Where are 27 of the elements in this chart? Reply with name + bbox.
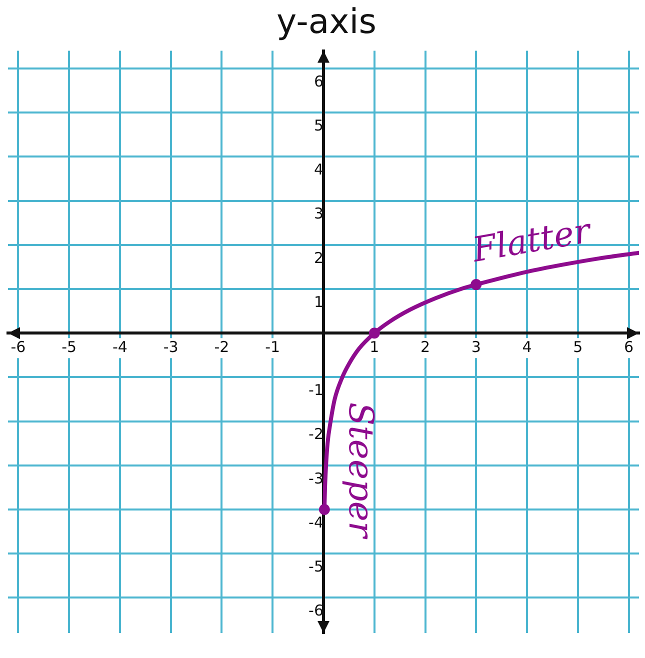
x-tick-label: 5 bbox=[573, 338, 583, 356]
x-tick-label: 3 bbox=[471, 338, 481, 356]
y-tick-label: -4 bbox=[308, 513, 324, 532]
x-tick-label: 2 bbox=[420, 338, 430, 356]
y-tick-label: 3 bbox=[314, 204, 324, 223]
y-tick-label: -6 bbox=[308, 602, 324, 620]
y-tick-label: 1 bbox=[314, 292, 324, 311]
x-tick-label: -6 bbox=[10, 338, 26, 356]
y-tick-label: -1 bbox=[308, 381, 324, 400]
y-tick-label: -2 bbox=[308, 425, 324, 444]
x-tick-label: -4 bbox=[112, 338, 128, 356]
x-tick-label: -2 bbox=[214, 338, 230, 356]
annotation: Steeper bbox=[340, 402, 380, 540]
y-tick-label: -5 bbox=[308, 558, 324, 576]
x-tick-label: 6 bbox=[624, 338, 634, 356]
annotation: Flatter bbox=[468, 210, 595, 271]
y-tick-label: 5 bbox=[314, 116, 324, 134]
x-tick-label: -1 bbox=[265, 338, 280, 356]
x-tick-label: 4 bbox=[522, 338, 532, 356]
y-tick-label: 6 bbox=[314, 72, 324, 90]
x-tick-label: 1 bbox=[370, 338, 380, 356]
x-tick-label: -3 bbox=[163, 338, 178, 356]
y-tick-label: -3 bbox=[308, 469, 324, 488]
y-tick-label: 4 bbox=[314, 160, 324, 179]
x-tick-label: -5 bbox=[62, 338, 77, 356]
y-tick-label: 2 bbox=[314, 248, 324, 267]
chart-title: y-axis bbox=[276, 2, 376, 42]
